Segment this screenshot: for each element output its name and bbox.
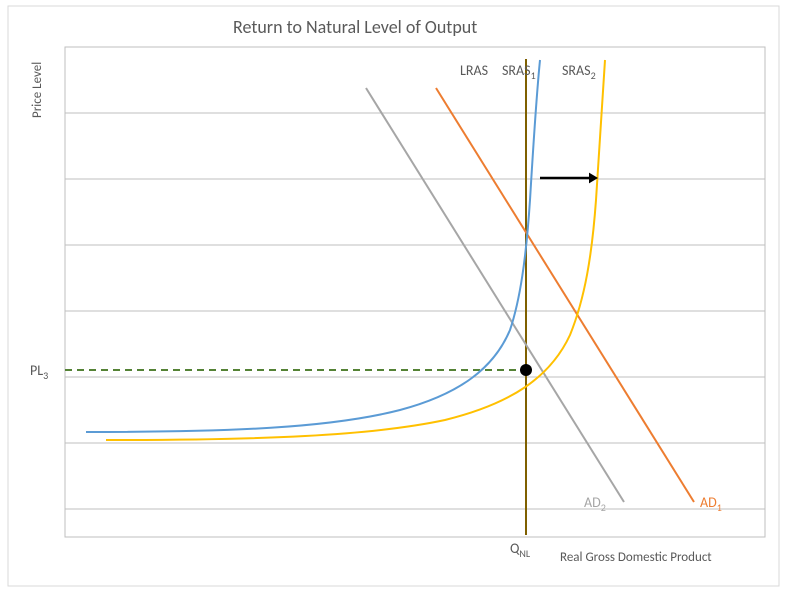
- label-text: Q: [510, 540, 519, 557]
- label-subscript: 1: [531, 69, 536, 82]
- ad1-curve: [436, 88, 694, 502]
- label-text: PL: [30, 362, 43, 379]
- sras2-label: SRAS2: [562, 62, 596, 82]
- label-text: AD: [584, 494, 601, 511]
- sras1-curve: [86, 60, 540, 432]
- plot-border: [65, 47, 765, 537]
- chart-title: Return to Natural Level of Output: [233, 16, 477, 38]
- ad2-label: AD2: [584, 494, 606, 514]
- sras1-label: SRAS1: [502, 62, 536, 82]
- label-subscript: 2: [601, 501, 606, 514]
- ad2-curve: [366, 88, 624, 502]
- ad1-label: AD1: [700, 494, 722, 514]
- sras-shift-arrow: [540, 173, 598, 184]
- x-axis-title: Real Gross Domestic Product: [560, 550, 712, 565]
- label-subscript: NL: [519, 547, 530, 560]
- label-subscript: 2: [591, 69, 596, 82]
- label-subscript: 3: [43, 369, 48, 382]
- pl3-label: PL3: [30, 362, 48, 382]
- gridlines: [65, 113, 765, 509]
- qnl-label: QNL: [510, 540, 530, 560]
- chart-outer-frame: [0, 0, 787, 592]
- label-text: SRAS: [502, 62, 531, 79]
- equilibrium-dot: [520, 364, 532, 376]
- label-subscript: 1: [717, 501, 722, 514]
- label-text: SRAS: [562, 62, 591, 79]
- label-text: AD: [700, 494, 717, 511]
- lras-label: LRAS: [460, 62, 488, 79]
- chart-svg: [0, 0, 787, 592]
- sras2-curve: [106, 60, 605, 440]
- y-axis-title: Price Level: [30, 62, 45, 118]
- outer-border: [8, 6, 779, 586]
